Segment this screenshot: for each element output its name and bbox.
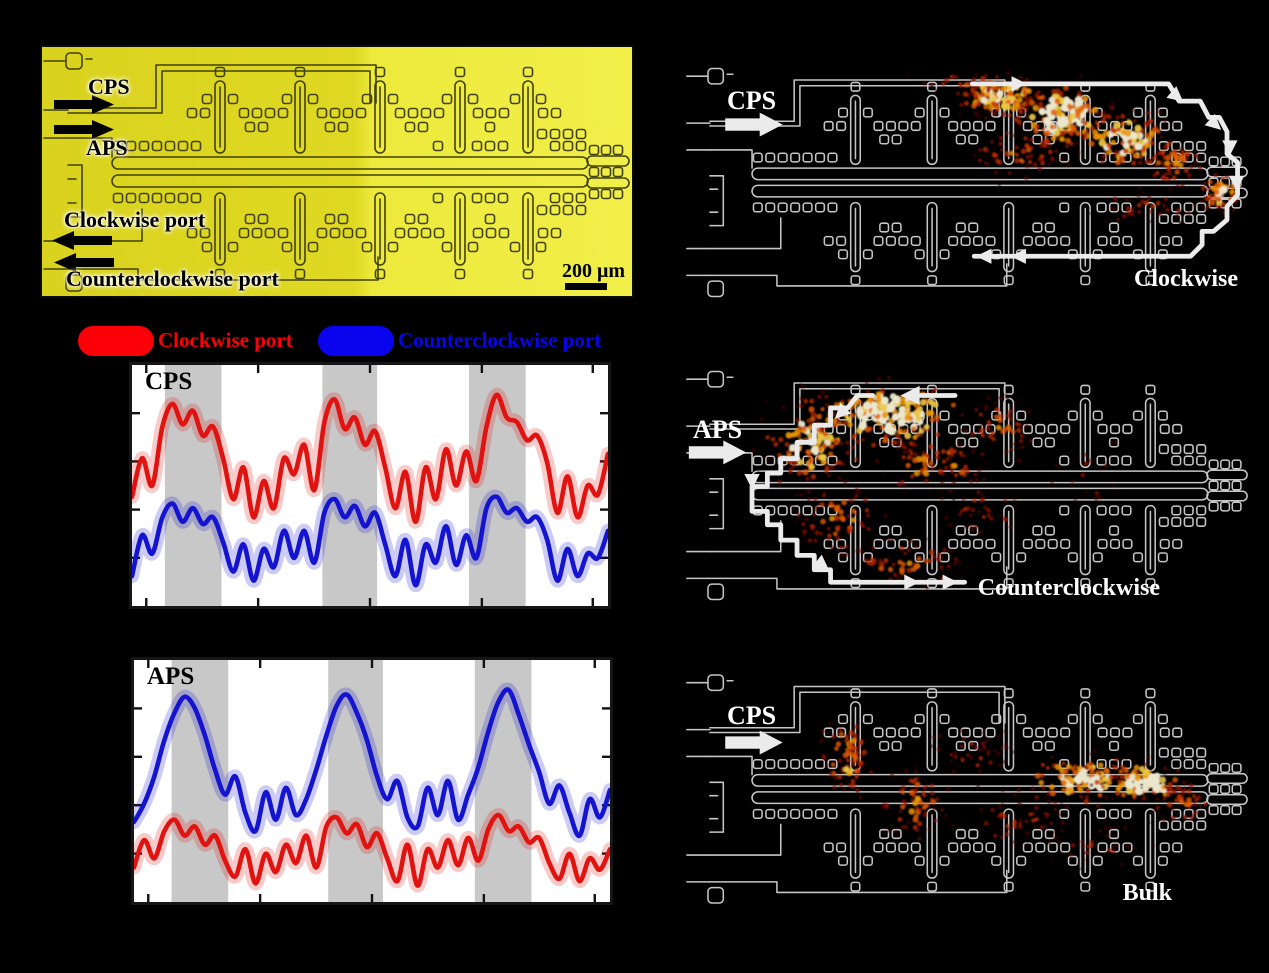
legend-swatch-counterclockwise <box>318 326 394 356</box>
bulk-fluorescence-panel: CPS Bulk <box>685 663 1250 915</box>
counterclockwise-port-label: Counterclockwise port <box>66 266 279 291</box>
clockwise-port-label: Clockwise port <box>64 207 206 232</box>
aps-input-label: APS <box>86 135 128 160</box>
fluorescence-speckles <box>819 721 1208 870</box>
cps-plot: CPS <box>129 362 611 609</box>
counterclockwise-panel-direction-label: Counterclockwise <box>977 575 1160 601</box>
bulk-panel-input-label: CPS <box>727 701 777 730</box>
counterclockwise-panel-input-label: APS <box>693 415 743 444</box>
scale-bar-label: 200 μm <box>562 260 625 282</box>
aps-input-arrow-icon <box>688 440 747 465</box>
counterclockwise-port-arrow-icon <box>54 253 114 272</box>
clockwise-fluorescence-panel: CPS Clockwise <box>685 60 1250 305</box>
cps-input-arrow-icon <box>725 112 783 137</box>
clockwise-route-arrowheads <box>976 76 1245 264</box>
fluorescence-speckles <box>906 71 1241 225</box>
cps-arrow-icon <box>54 95 114 114</box>
aps-plot-title: APS <box>147 663 195 690</box>
bulk-panel-direction-label: Bulk <box>1122 880 1172 906</box>
clockwise-port-arrow-icon <box>52 231 112 250</box>
legend-swatch-clockwise <box>78 326 154 356</box>
counterclockwise-panel-canvas <box>686 370 1248 601</box>
micrograph-panel: CPS APS Clockwise port Counterclockwise … <box>40 45 634 298</box>
legend-label-counterclockwise: Counterclockwise port <box>398 328 602 352</box>
micrograph-lattice <box>43 52 630 292</box>
counterclockwise-fluorescence-panel: APS Counterclockwise <box>685 363 1250 608</box>
counterclockwise-route-path <box>749 393 968 585</box>
input-arrow-icons <box>52 95 114 272</box>
aps-plot-canvas <box>134 660 610 902</box>
cps-input-arrow-icon <box>725 730 783 755</box>
counterclockwise-route-arrowheads <box>744 385 958 590</box>
clockwise-panel-direction-label: Clockwise <box>1134 266 1238 292</box>
aps-arrow-icon <box>54 120 114 139</box>
cps-input-label: CPS <box>88 74 130 99</box>
clockwise-route-path <box>969 81 1240 259</box>
clockwise-panel-input-label: CPS <box>727 86 777 115</box>
clockwise-panel-canvas <box>686 67 1248 298</box>
legend-label-clockwise: Clockwise port <box>158 328 293 352</box>
aps-plot: APS <box>131 657 613 905</box>
cps-plot-title: CPS <box>145 368 193 395</box>
scale-bar <box>565 283 607 290</box>
cps-plot-canvas <box>132 365 608 606</box>
bulk-panel-canvas <box>686 674 1248 904</box>
